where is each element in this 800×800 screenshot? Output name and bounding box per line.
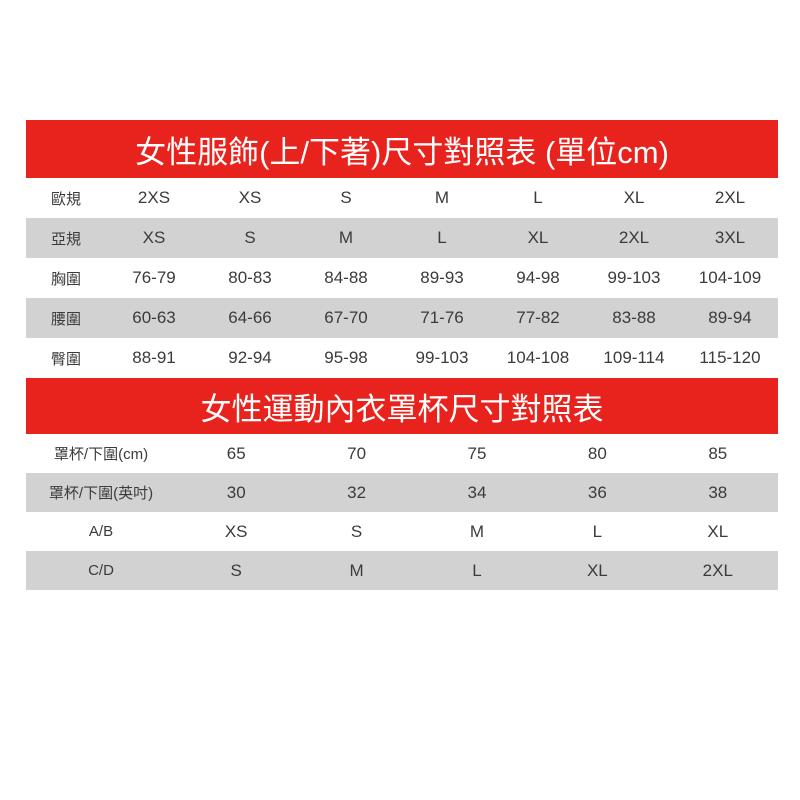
table-row: 亞規 XS S M L XL 2XL 3XL [26, 218, 778, 258]
size-cell: XL [707, 521, 729, 541]
row-label: 腰圍 [50, 310, 81, 328]
size-cell: 76-79 [132, 268, 176, 287]
size-cell: 92-94 [228, 348, 272, 367]
size-cell: 60-63 [132, 308, 176, 327]
size-cell: M [349, 560, 364, 580]
bra-table-header: 女性運動內衣罩杯尺寸對照表 [26, 378, 778, 434]
size-cell: 89-94 [708, 308, 752, 327]
row-label: 歐規 [50, 190, 81, 208]
table-row: C/D S M L XL 2XL [26, 551, 778, 590]
size-cell: 2XS [137, 188, 171, 207]
size-cell: S [244, 228, 256, 247]
size-cell: S [230, 560, 242, 580]
size-cell: 3XL [714, 228, 746, 247]
row-label: C/D [88, 562, 114, 579]
size-cell: XL [527, 228, 549, 247]
size-cell: 84-88 [324, 268, 368, 287]
size-cell: 70 [347, 443, 367, 463]
size-cell: 104-109 [698, 268, 762, 287]
size-cell: S [340, 188, 352, 207]
size-cell: XS [238, 188, 262, 207]
size-cell: 32 [347, 482, 367, 502]
size-cell: 88-91 [132, 348, 176, 367]
size-cell: S [350, 521, 363, 541]
size-cell: 65 [226, 443, 246, 463]
clothing-table-header: 女性服飾(上/下著)尺寸對照表 (單位cm) [26, 120, 778, 178]
size-cell: 109-114 [603, 348, 665, 367]
size-cell: 67-70 [324, 308, 368, 327]
size-cell: 77-82 [516, 308, 560, 327]
size-cell: 71-76 [420, 308, 464, 327]
size-cell: 30 [226, 482, 246, 502]
size-cell: 99-103 [607, 268, 661, 287]
row-label: 臀圍 [50, 350, 81, 368]
size-cell: XL [586, 560, 608, 580]
row-label: 罩杯/下圍(英吋) [48, 485, 154, 502]
row-label: A/B [88, 523, 114, 540]
row-label: 罩杯/下圍(cm) [53, 446, 149, 463]
table-row: 罩杯/下圍(cm) 65 70 75 80 85 [26, 434, 778, 473]
size-chart: 女性服飾(上/下著)尺寸對照表 (單位cm) 歐規 2XS XS S M L X… [26, 120, 778, 590]
size-cell: XS [224, 521, 248, 541]
table-row: 歐規 2XS XS S M L XL 2XL [26, 178, 778, 218]
size-cell: 99-103 [415, 348, 469, 367]
size-cell: XS [142, 228, 166, 247]
table-row: 罩杯/下圍(英吋) 30 32 34 36 38 [26, 473, 778, 512]
size-cell: M [338, 228, 354, 247]
size-cell: 2XL [714, 188, 746, 207]
size-cell: 80 [587, 443, 607, 463]
size-cell: 2XL [618, 228, 650, 247]
row-label: 胸圍 [50, 270, 81, 288]
clothing-size-table: 歐規 2XS XS S M L XL 2XL 亞規 XS S M L XL 2X… [26, 178, 778, 378]
size-cell: 83-88 [612, 308, 656, 327]
size-cell: L [592, 521, 603, 541]
clothing-table-title: 女性服飾(上/下著)尺寸對照表 (單位cm) [135, 134, 669, 170]
row-label: 亞規 [50, 230, 81, 248]
size-cell: XL [623, 188, 645, 207]
table-row: A/B XS S M L XL [26, 512, 778, 551]
size-cell: 38 [708, 482, 728, 502]
table-row: 腰圍 60-63 64-66 67-70 71-76 77-82 83-88 8… [26, 298, 778, 338]
size-cell: L [472, 560, 482, 580]
size-cell: L [437, 228, 447, 247]
size-cell: 34 [467, 482, 487, 502]
size-cell: L [533, 188, 543, 207]
size-cell: M [469, 521, 485, 541]
size-cell: 89-93 [420, 268, 464, 287]
size-cell: 64-66 [228, 308, 272, 327]
table-row: 臀圍 88-91 92-94 95-98 99-103 104-108 109-… [26, 338, 778, 378]
size-cell: 2XL [702, 560, 733, 580]
size-cell: 115-120 [699, 348, 761, 367]
size-cell: 104-108 [506, 348, 570, 367]
size-cell: M [434, 188, 450, 207]
size-cell: 85 [708, 443, 728, 463]
size-cell: 36 [587, 482, 607, 502]
size-cell: 95-98 [324, 348, 368, 367]
size-cell: 94-98 [516, 268, 560, 287]
table-row: 胸圍 76-79 80-83 84-88 89-93 94-98 99-103 … [26, 258, 778, 298]
size-cell: 80-83 [228, 268, 272, 287]
size-cell: 75 [467, 443, 487, 463]
bra-size-table: 罩杯/下圍(cm) 65 70 75 80 85 罩杯/下圍(英吋) 30 32… [26, 434, 778, 590]
bra-table-title: 女性運動內衣罩杯尺寸對照表 [200, 391, 604, 427]
